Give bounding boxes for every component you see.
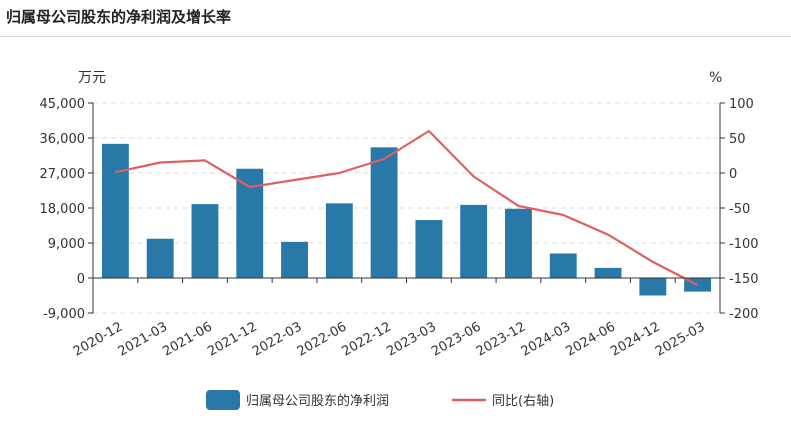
left-axis-tick-label: 18,000 (40, 202, 86, 217)
bar (191, 204, 219, 278)
x-axis-tick-label: 2024-12 (608, 319, 663, 359)
chart-legend: 归属母公司股东的净利润 同比(右轴) (206, 390, 554, 410)
bar (549, 253, 577, 278)
x-axis-tick-label: 2023-03 (384, 319, 439, 359)
right-axis-unit: % (709, 70, 722, 86)
bar (415, 220, 443, 278)
left-axis-tick-label: 0 (77, 272, 85, 287)
left-axis-tick-label: 9,000 (48, 237, 85, 252)
left-axis-tick-label: 27,000 (40, 167, 86, 182)
legend-label-bar: 归属母公司股东的净利润 (246, 393, 389, 409)
x-axis-tick-label: 2023-06 (429, 319, 484, 359)
x-axis-tick-label: 2021-12 (205, 319, 260, 359)
chart-title: 归属母公司股东的净利润及增长率 (6, 8, 232, 26)
left-axis-tick-label: -9,000 (43, 307, 85, 322)
bar (639, 278, 667, 296)
right-axis-tick-label: 0 (729, 167, 737, 182)
right-axis-tick-label: -150 (729, 272, 759, 287)
left-axis-unit: 万元 (78, 70, 106, 86)
bar (594, 267, 622, 278)
x-axis-tick-label: 2021-03 (116, 319, 171, 359)
growth-line (115, 129, 699, 286)
right-axis-tick-label: 100 (729, 97, 754, 112)
bar (505, 208, 532, 278)
left-axis-tick-label: 36,000 (40, 132, 86, 147)
right-axis-tick-label: 50 (729, 132, 746, 147)
x-axis-tick-label: 2025-03 (653, 319, 708, 359)
bar (460, 204, 488, 278)
line-series (115, 129, 699, 286)
title-divider (0, 36, 791, 37)
bar (146, 238, 174, 278)
right-axis-tick-label: -200 (729, 307, 759, 322)
bar-series (101, 143, 712, 296)
left-axis-tick-label: 45,000 (40, 97, 86, 112)
axes: 45,000 36,000 27,000 18,000 9,000 0 -9,000 100 5… (40, 97, 759, 360)
bar (370, 147, 398, 278)
right-axis-tick-label: -100 (729, 237, 759, 252)
x-axis-tick-label: 2020-12 (71, 319, 126, 359)
x-axis-tick-label: 2024-03 (519, 319, 574, 359)
x-axis-tick-label: 2022-03 (250, 319, 305, 359)
x-axis-tick-label: 2023-12 (474, 319, 529, 359)
legend-swatch-bar (206, 390, 240, 410)
x-axis-tick-label: 2021-06 (160, 319, 215, 359)
bar (281, 241, 308, 278)
right-axis-tick-label: -50 (729, 202, 750, 217)
x-axis-tick-label: 2022-06 (295, 319, 350, 359)
bar (101, 143, 129, 278)
x-axis-tick-label: 2024-06 (563, 319, 618, 359)
legend-label-line: 同比(右轴) (492, 394, 554, 409)
x-axis-tick-label: 2022-12 (340, 319, 395, 359)
bar (325, 203, 353, 278)
